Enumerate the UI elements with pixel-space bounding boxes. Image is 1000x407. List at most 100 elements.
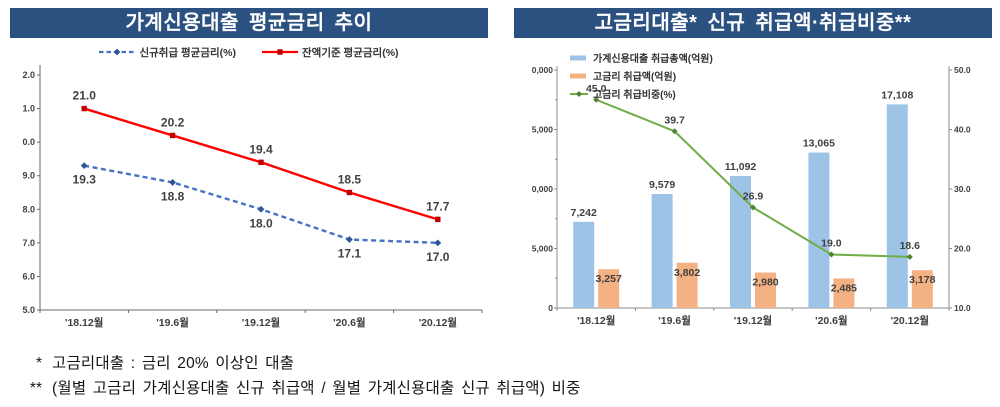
- footnote-line: ** (월별 고금리 가계신용대출 신규 취급액 / 월별 가계신용대출 신규 …: [6, 376, 1000, 401]
- x-category-label: '20.12월: [891, 314, 929, 327]
- data-label: 18.5: [338, 173, 362, 187]
- left-chart-panel: 가계신용대출 평균금리 추이 신규취급 평균금리(%) 잔액기준 평균금리(%) …: [10, 8, 488, 345]
- y-tick-label: 5.0: [22, 305, 35, 315]
- bar-data-label: 17,108: [881, 89, 913, 101]
- right-tick-label: 30.0: [954, 184, 971, 194]
- y-tick-label: 9.0: [22, 171, 35, 181]
- line-data-label: 18.6: [900, 240, 921, 252]
- total-amount-bar: [808, 152, 830, 308]
- data-label: 17.1: [338, 247, 362, 261]
- x-category-label: '20.12월: [419, 316, 457, 329]
- right-chart-title-banner: 고금리대출* 신규 취급액·취급비중**: [514, 8, 992, 38]
- ratio-line-series: [595, 98, 910, 258]
- high-rate-amount-bar: [755, 272, 776, 308]
- left-line-chart: 2.0 1.0 0.0 9.0 8.0 7.0 6.0 5.0 '18.12월 '19.6월 '19…: [22, 65, 483, 329]
- right-tick-label: 50.0: [954, 65, 971, 75]
- legend-item: 고금리 취급액(억원): [570, 68, 713, 83]
- y-tick-label: 0.0: [22, 137, 35, 147]
- diamond-marker: [434, 239, 442, 247]
- high-rate-amount-bar: [911, 270, 933, 308]
- legend-item: 가계신용대출 취급총액(억원): [570, 50, 713, 65]
- data-label: 21.0: [73, 89, 97, 103]
- right-chart-legend: 가계신용대출 취급총액(억원) 고금리 취급액(억원) 고금리 취급비중(%): [570, 50, 713, 101]
- right-combo-chart: 0,000 5,000 0,000 5,000 0 50.0 40.0 30.0 20.0 10.…: [532, 65, 971, 327]
- y-tick-label: 2.0: [22, 70, 35, 80]
- data-label: 18.8: [161, 189, 185, 203]
- x-category-label: '18.12월: [577, 314, 615, 327]
- bar-data-label: 11,092: [725, 161, 757, 173]
- bar-data-label: 3,257: [596, 273, 622, 285]
- diamond-marker: [257, 205, 265, 213]
- x-category-label: '19.12월: [242, 316, 280, 329]
- line-marker: [828, 251, 835, 258]
- footnotes: * 고금리대출 : 금리 20% 이상인 대출 ** (월별 고금리 가계신용대…: [0, 351, 1000, 401]
- total-amount-bar: [651, 194, 673, 308]
- x-category-label: '19.12월: [734, 314, 772, 327]
- y-tick-label: 6.0: [22, 271, 35, 281]
- line-data-label: 26.9: [743, 190, 764, 202]
- data-label: 20.2: [161, 115, 185, 129]
- legend-bar-swatch: [570, 73, 586, 78]
- legend-item: 신규취급 평균금리(%): [99, 45, 236, 60]
- line-data-label: 19.0: [821, 237, 842, 249]
- left-chart-title-banner: 가계신용대출 평균금리 추이: [10, 8, 488, 38]
- footnote-marker: *: [35, 355, 42, 372]
- charts-container: 가계신용대출 평균금리 추이 신규취급 평균금리(%) 잔액기준 평균금리(%) …: [10, 8, 992, 345]
- diamond-marker: [346, 236, 353, 243]
- bar-data-label: 3,802: [674, 267, 700, 279]
- legend-label: 가계신용대출 취급총액(억원): [593, 54, 713, 65]
- x-category-label: '19.6월: [658, 314, 691, 327]
- data-label: 19.4: [249, 142, 273, 156]
- left-tick-label: 5,000: [532, 125, 554, 135]
- line-data-label: 39.7: [664, 114, 685, 126]
- square-marker: [435, 216, 441, 223]
- footnote-marker: **: [29, 380, 42, 397]
- legend-diamond-marker: [576, 90, 582, 97]
- bar-data-label: 2,980: [752, 277, 778, 289]
- bar-data-label: 9,579: [649, 179, 675, 191]
- legend-label: 신규취급 평균금리(%): [139, 46, 236, 59]
- right-chart-title: 고금리대출* 신규 취급액·취급비중**: [594, 12, 912, 34]
- legend-square-marker: [277, 49, 283, 55]
- high-rate-amount-bar: [833, 278, 855, 308]
- square-marker: [169, 132, 176, 139]
- right-tick-label: 10.0: [954, 303, 971, 313]
- legend-item: 잔액기준 평균금리(%): [262, 45, 399, 60]
- legend-bar-swatch: [570, 55, 586, 60]
- x-category-label: '19.6월: [156, 316, 189, 329]
- right-tick-label: 40.0: [954, 125, 971, 135]
- left-tick-label: 0,000: [532, 184, 554, 194]
- data-label: 17.7: [426, 199, 450, 213]
- total-amount-bar: [573, 221, 595, 308]
- total-amount-bar: [886, 104, 908, 309]
- bar-swatch-icon: [570, 55, 586, 60]
- line-swatch-icon: [570, 90, 588, 97]
- footnote-text: (월별 고금리 가계신용대출 신규 취급액 / 월별 가계신용대출 신규 취급액…: [52, 380, 581, 397]
- footnote-line: * 고금리대출 : 금리 20% 이상인 대출: [6, 351, 1000, 376]
- bar-swatch-icon: [570, 73, 586, 78]
- square-marker: [346, 189, 353, 196]
- legend-label: 잔액기준 평균금리(%): [302, 46, 399, 59]
- line-marker: [671, 128, 678, 135]
- right-chart-panel: 고금리대출* 신규 취급액·취급비중** 0,000 5,000 0,000 5,00…: [514, 8, 992, 345]
- high-rate-amount-bar: [676, 262, 698, 308]
- left-tick-label: 0: [548, 303, 553, 313]
- left-chart-title: 가계신용대출 평균금리 추이: [125, 12, 373, 34]
- data-label: 18.0: [249, 216, 273, 230]
- total-amount-bar: [730, 176, 751, 308]
- legend-item: 고금리 취급비중(%): [570, 86, 713, 101]
- line-marker: [593, 96, 600, 103]
- square-marker: [81, 105, 87, 112]
- x-category-label: '18.12월: [65, 316, 103, 329]
- x-category-label: '20.6월: [333, 316, 366, 329]
- data-label: 17.0: [426, 250, 450, 264]
- footnote-text: 고금리대출 : 금리 20% 이상인 대출: [52, 355, 295, 372]
- x-category-label: '20.6월: [815, 314, 848, 327]
- bar-data-label: 13,065: [803, 138, 835, 150]
- y-tick-label: 1.0: [22, 104, 35, 114]
- line-marker: [906, 253, 913, 260]
- bar-data-label: 2,485: [831, 282, 857, 294]
- bar-data-label: 3,178: [909, 274, 935, 286]
- high-rate-amount-bar: [598, 269, 620, 308]
- data-label: 19.3: [73, 173, 97, 187]
